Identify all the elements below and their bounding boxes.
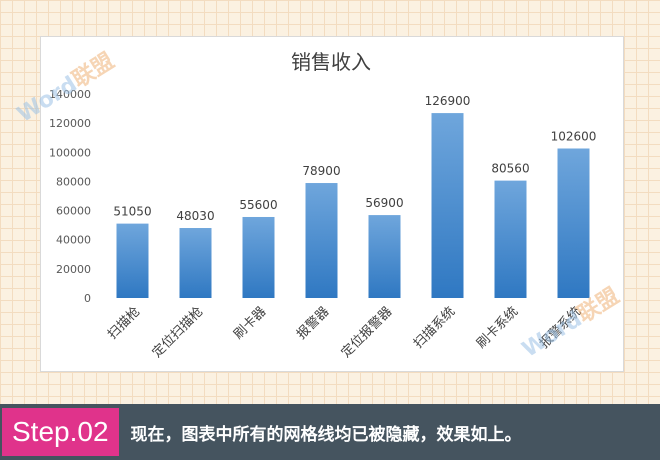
bar-value-label: 78900 [302, 164, 340, 178]
y-axis: 0 20000 40000 60000 80000 100000 120000 140000 [49, 88, 91, 305]
bar-value-label: 126900 [425, 94, 471, 108]
y-tick-label: 60000 [56, 205, 91, 218]
bar [179, 228, 212, 298]
bar-value-label: 51050 [113, 205, 151, 219]
chart-title: 销售收入 [291, 50, 371, 74]
y-tick-label: 80000 [56, 175, 91, 188]
bar-value-label: 80560 [491, 162, 529, 176]
x-tick-label: 扫描枪 [104, 304, 143, 343]
x-tick-label: 刷卡系统 [474, 304, 521, 351]
x-tick-label: 定位报警器 [338, 304, 395, 361]
y-tick-label: 20000 [56, 263, 91, 276]
y-tick-label: 100000 [49, 146, 91, 159]
footer-caption: 现在，图表中所有的网格线均已被隐藏，效果如上。 [130, 424, 522, 445]
x-tick-label: 扫描系统 [411, 304, 458, 351]
bar-value-label: 56900 [365, 196, 403, 210]
bars-group: 51050 48030 55600 78900 56900 126900 80560 1026… [113, 94, 597, 299]
bar [557, 148, 590, 298]
bar [494, 180, 527, 298]
bar-chart: 销售收入 0 20000 40000 60000 80000 100000 120000 14… [49, 50, 597, 361]
bar [116, 223, 149, 298]
y-tick-label: 0 [84, 292, 91, 305]
y-tick-label: 40000 [56, 234, 91, 247]
bar [242, 216, 275, 298]
y-tick-label: 140000 [49, 88, 91, 101]
bar [305, 183, 338, 298]
bar [368, 215, 401, 298]
x-tick-label: 定位扫描枪 [149, 304, 206, 361]
bar-value-label: 48030 [176, 209, 214, 223]
x-tick-label: 刷卡器 [231, 304, 269, 342]
bar-value-label: 55600 [239, 198, 277, 212]
chart-card: 销售收入 0 20000 40000 60000 80000 100000 120000 14… [40, 36, 624, 372]
bar [431, 113, 464, 299]
x-axis: 扫描枪 定位扫描枪 刷卡器 报警器 定位报警器 扫描系统 刷卡系统 报警系统 [104, 304, 584, 361]
x-tick-label: 报警器 [293, 304, 332, 343]
bar-value-label: 102600 [551, 129, 597, 143]
y-tick-label: 120000 [49, 117, 91, 130]
footer-bar: Step.02 现在，图表中所有的网格线均已被隐藏，效果如上。 [0, 404, 660, 460]
step-badge: Step.02 [2, 408, 119, 456]
